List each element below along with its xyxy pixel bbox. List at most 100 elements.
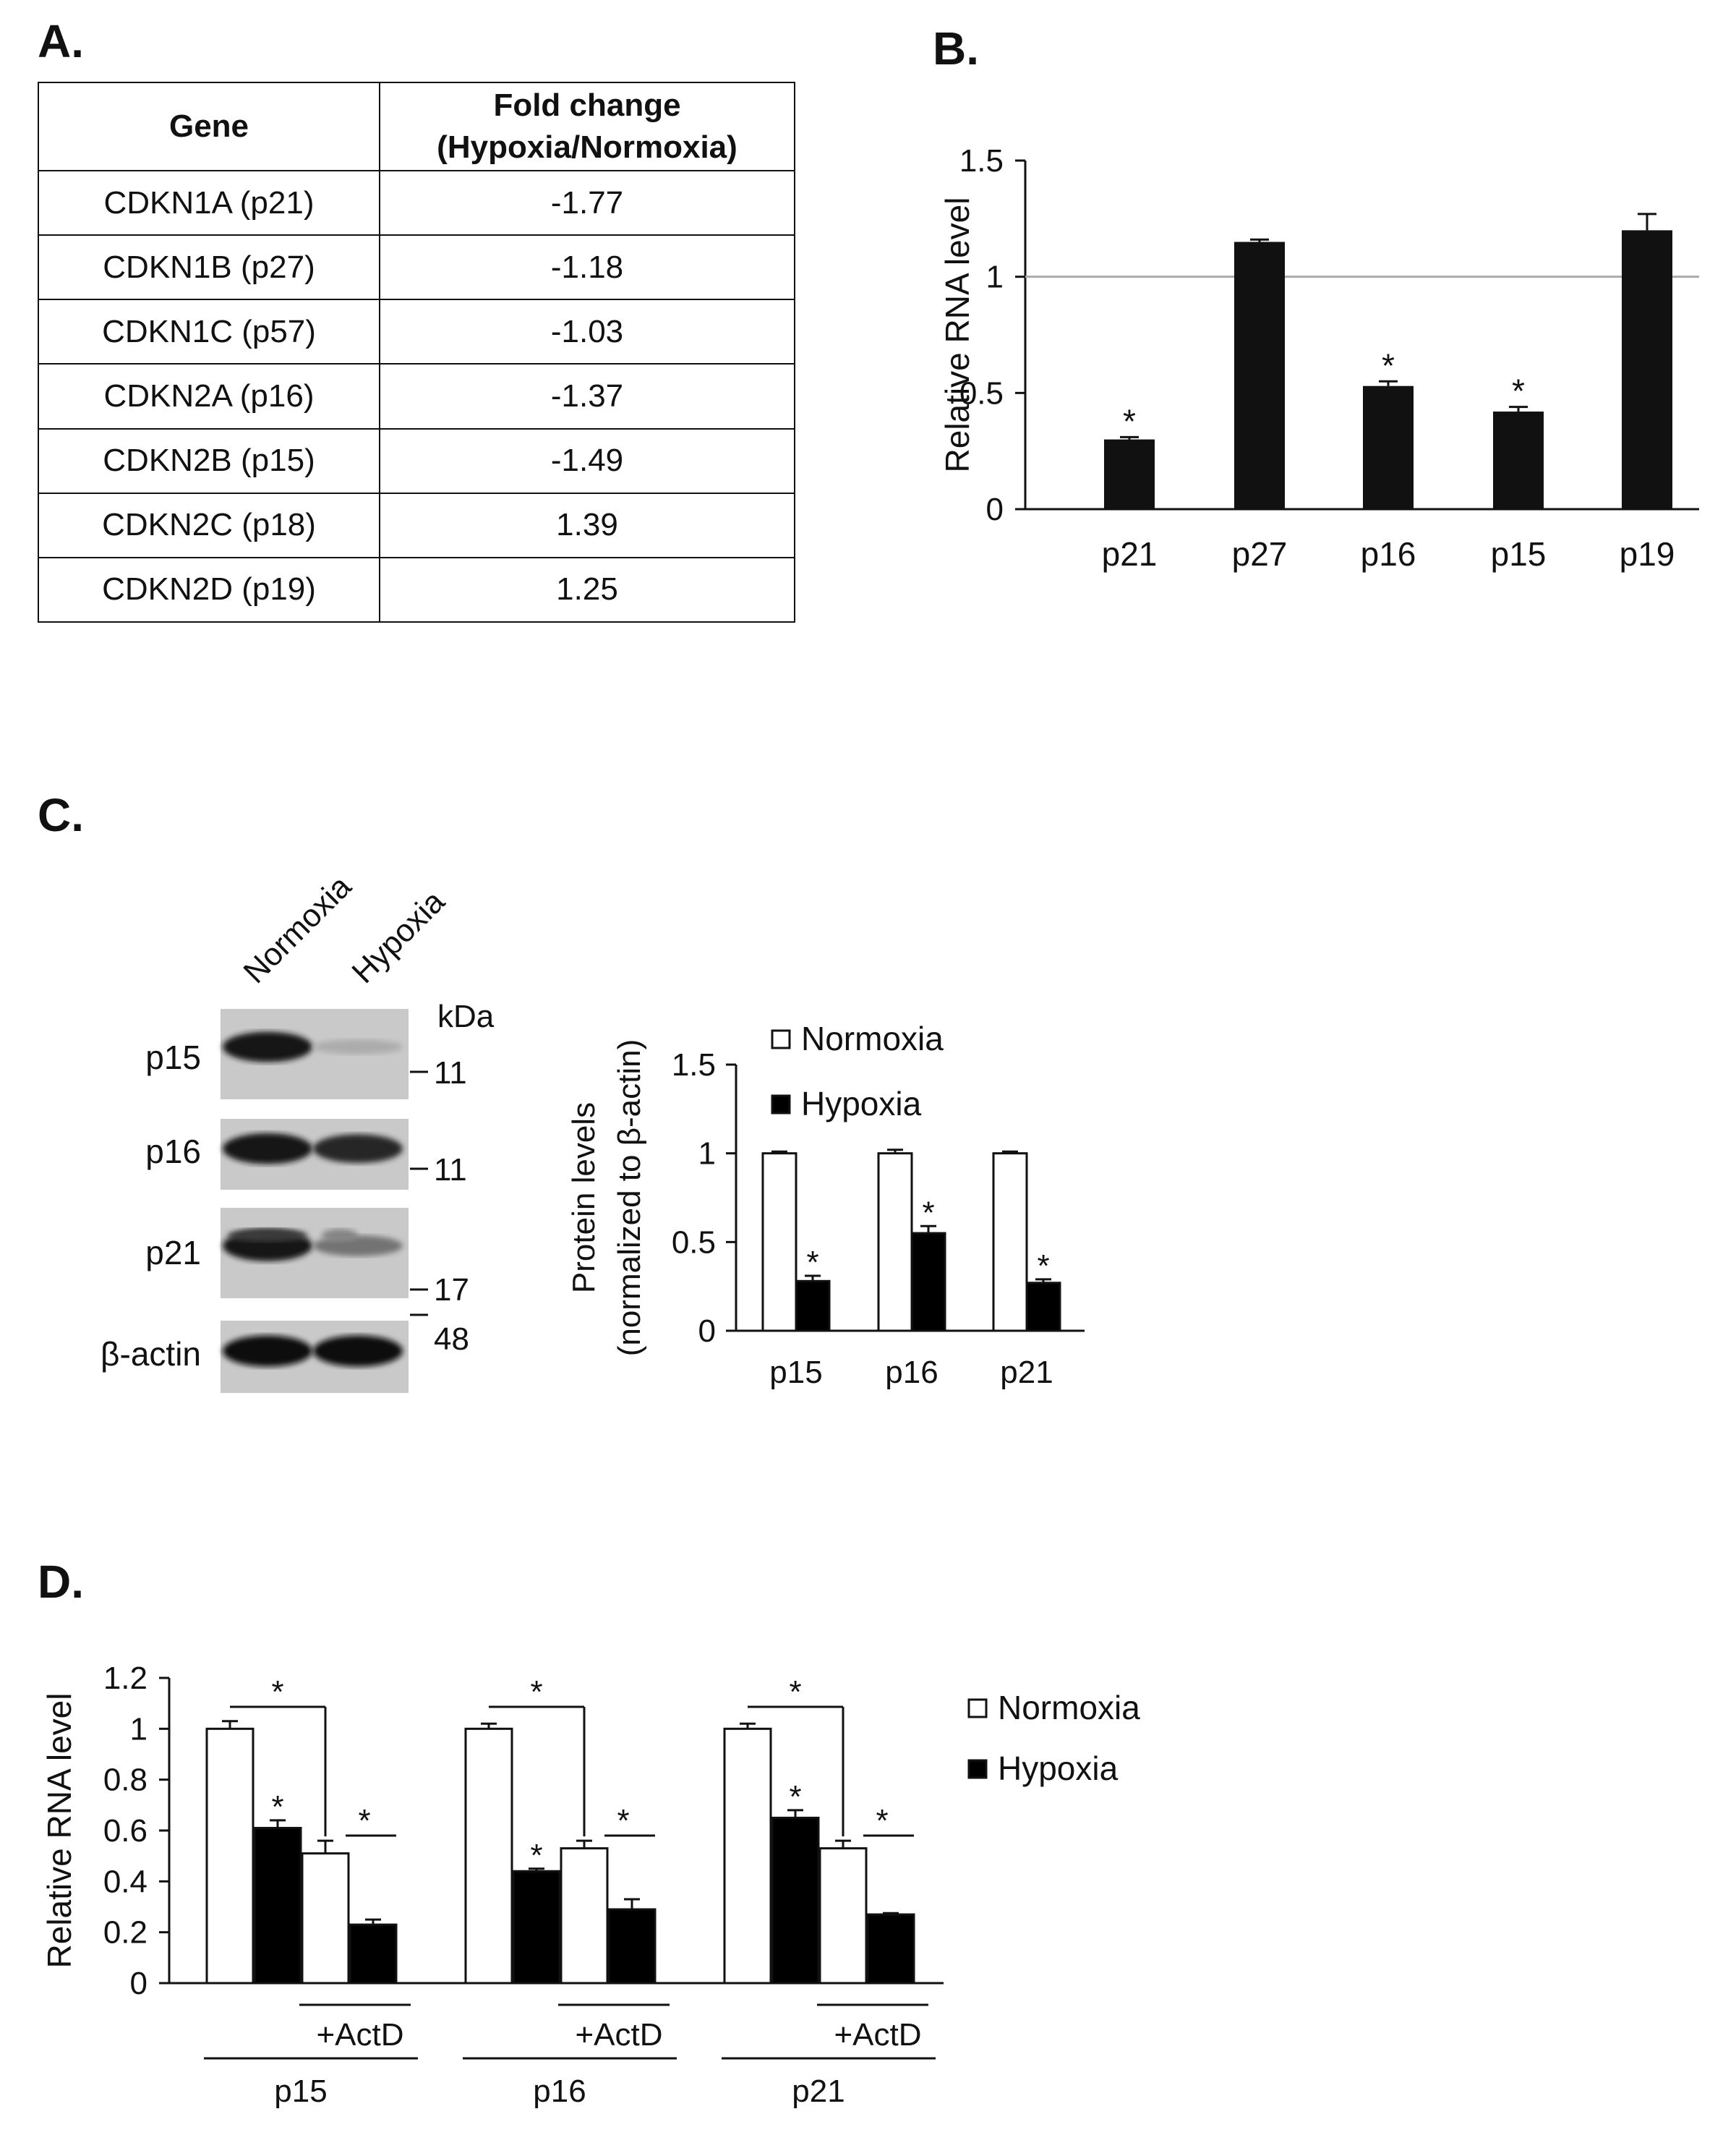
significance-star: * xyxy=(617,1803,629,1838)
header-fold-line2: (Hypoxia/Normoxia) xyxy=(437,129,737,165)
y-axis-label-line2: (normalized to β-actin) xyxy=(612,1039,647,1357)
y-tick-label: 1.5 xyxy=(959,143,1004,179)
bar-p16-hypoxia xyxy=(910,1232,946,1332)
x-tick-label: p16 xyxy=(885,1355,938,1390)
y-tick-label: 0.6 xyxy=(103,1813,147,1849)
y-tick-label: 0 xyxy=(130,1966,147,2001)
chart-c: 0 0.5 1 1.5 Protein levels (normalized to β-a… xyxy=(566,1020,1085,1390)
fold-cell: -1.77 xyxy=(379,169,795,236)
bar-p15-hypoxia xyxy=(795,1279,831,1332)
x-tick-label: p19 xyxy=(1620,535,1675,573)
y-tick-label: 1.5 xyxy=(672,1047,716,1083)
fold-cell: 1.39 xyxy=(379,492,795,558)
table-row: CDKN2B (p15) -1.49 xyxy=(38,427,795,494)
blot-band-upper-hypoxia xyxy=(322,1229,358,1242)
table-row: CDKN1A (p21) -1.77 xyxy=(38,169,795,236)
legend-swatch-hypoxia xyxy=(771,1094,791,1115)
x-tick-label: p15 xyxy=(769,1355,822,1390)
bar-p16-hypoxia_actd xyxy=(607,1908,657,1985)
legend-swatch-normoxia xyxy=(967,1698,988,1718)
bar-p16 xyxy=(1363,385,1414,509)
marker-label: 11 xyxy=(434,1055,467,1091)
y-tick-label: 0.5 xyxy=(959,375,1004,411)
legend-label-normoxia: Normoxia xyxy=(801,1020,944,1057)
chart-b: 0 0.5 1 1.5 Relative RNA level * p21 p27 * p16 * p1… xyxy=(938,143,1699,573)
chart-d: 0 0.2 0.4 0.6 0.8 1 1.2 Relative RNA level * * * +A… xyxy=(40,1661,1140,2109)
bar-p15-normoxia_actd xyxy=(301,1852,350,1985)
significance-star: * xyxy=(922,1195,934,1230)
bar-p15-normoxia xyxy=(205,1727,255,1985)
legend-label-hypoxia: Hypoxia xyxy=(998,1750,1119,1787)
fold-cell: -1.03 xyxy=(379,299,795,365)
legend-swatch-normoxia xyxy=(771,1029,791,1049)
group-label-p15: p15 xyxy=(274,2074,327,2109)
table-header-row: Gene Fold change (Hypoxia/Normoxia) xyxy=(38,82,795,171)
group-label-p21: p21 xyxy=(792,2074,845,2109)
blot-band-upper-normoxia xyxy=(228,1229,307,1242)
bar-p19 xyxy=(1622,230,1672,509)
y-tick-label: 0.5 xyxy=(672,1224,716,1260)
significance-star: * xyxy=(271,1674,283,1710)
bar-p21-normoxia xyxy=(723,1727,772,1985)
y-tick-label: 1.2 xyxy=(103,1661,147,1696)
bar-p21-hypoxia xyxy=(1025,1282,1061,1332)
actd-label: +ActD xyxy=(575,2017,662,2053)
blot-band-β-actin-hypoxia xyxy=(313,1335,403,1367)
significance-star: * xyxy=(1037,1248,1049,1284)
blot-label-β-actin: β-actin xyxy=(101,1335,201,1373)
gene-cell: CDKN1C (p57) xyxy=(38,299,380,365)
bar-p15-hypoxia_actd xyxy=(349,1923,398,1985)
legend-swatch-hypoxia xyxy=(967,1759,988,1779)
gene-cell: CDKN2C (p18) xyxy=(38,492,380,558)
table-row: CDKN2C (p18) 1.39 xyxy=(38,492,795,558)
header-fold-change: Fold change (Hypoxia/Normoxia) xyxy=(379,82,795,171)
blot-band-p15-hypoxia xyxy=(313,1039,403,1054)
blot-band-p16-normoxia xyxy=(223,1133,312,1164)
significance-star: * xyxy=(271,1789,283,1825)
significance-star: * xyxy=(358,1803,370,1838)
blot-band-p16-hypoxia xyxy=(313,1134,403,1164)
bar-p21-normoxia_actd xyxy=(818,1847,868,1985)
marker-label: 48 xyxy=(434,1321,469,1357)
header-gene: Gene xyxy=(38,82,380,171)
lane-label-normoxia: Normoxia xyxy=(236,869,358,990)
header-fold-line1: Fold change xyxy=(493,88,681,123)
gene-cell: CDKN1B (p27) xyxy=(38,234,380,301)
significance-star: * xyxy=(1123,402,1136,440)
actd-label: +ActD xyxy=(316,2017,403,2053)
y-axis-label: Relative RNA level xyxy=(40,1693,78,1969)
fold-cell: -1.37 xyxy=(379,363,795,430)
y-axis-label-line1: Protein levels xyxy=(566,1102,602,1293)
table-row: CDKN1C (p57) -1.03 xyxy=(38,299,795,365)
gene-cell: CDKN2A (p16) xyxy=(38,363,380,430)
y-tick-label: 0 xyxy=(986,492,1004,527)
y-tick-label: 1 xyxy=(698,1136,716,1172)
bar-p16-normoxia_actd xyxy=(560,1847,609,1985)
bar-p15 xyxy=(1493,412,1544,509)
x-tick-label: p27 xyxy=(1232,535,1288,573)
significance-star: * xyxy=(806,1245,818,1280)
legend-label-normoxia: Normoxia xyxy=(998,1689,1140,1726)
significance-star: * xyxy=(530,1838,542,1873)
x-tick-label: p15 xyxy=(1491,535,1547,573)
fold-change-table: Gene Fold change (Hypoxia/Normoxia) CDKN… xyxy=(38,82,795,623)
gene-cell: CDKN1A (p21) xyxy=(38,169,380,236)
panel-label-d: D. xyxy=(38,1556,84,1608)
legend-label-hypoxia: Hypoxia xyxy=(801,1085,922,1122)
blot-band-β-actin-normoxia xyxy=(223,1335,312,1367)
gene-cell: CDKN2B (p15) xyxy=(38,427,380,494)
blot-band-p15-normoxia xyxy=(223,1031,312,1062)
table-row: CDKN2A (p16) -1.37 xyxy=(38,363,795,430)
bar-p16-normoxia xyxy=(877,1152,913,1332)
y-axis-label: Relative RNA level xyxy=(938,197,976,473)
actd-label: +ActD xyxy=(834,2017,921,2053)
y-tick-label: 0.8 xyxy=(103,1763,147,1798)
kda-label: kDa xyxy=(437,999,495,1034)
fold-cell: 1.25 xyxy=(379,556,795,623)
fold-cell: -1.18 xyxy=(379,234,795,301)
gene-cell: CDKN2D (p19) xyxy=(38,556,380,623)
marker-label: 11 xyxy=(434,1152,467,1188)
marker-label: 17 xyxy=(434,1272,469,1308)
x-tick-label: p16 xyxy=(1361,535,1416,573)
